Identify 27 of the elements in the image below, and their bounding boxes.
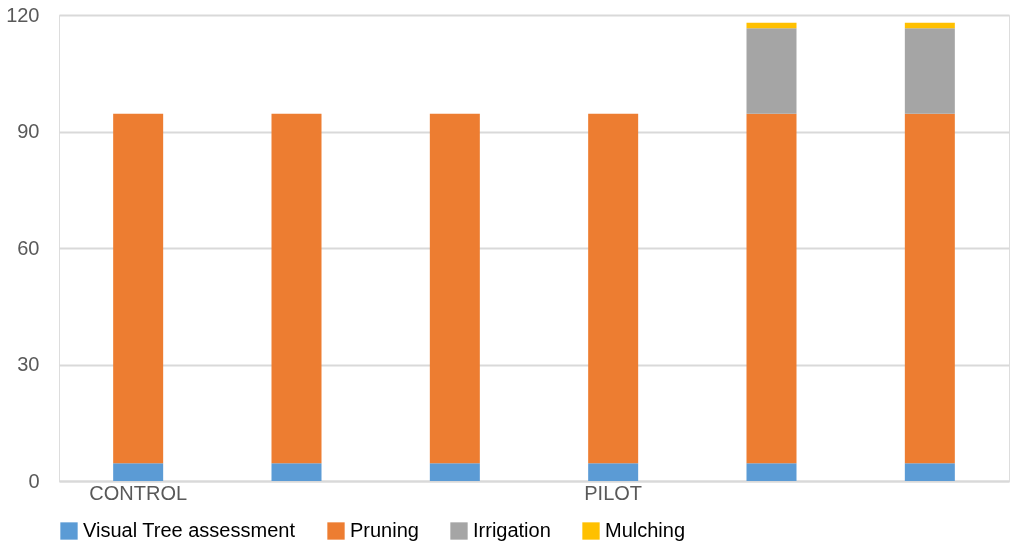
bar [746,22,797,29]
legend-label: Pruning [350,519,419,541]
y-tick-label: 0 [28,469,40,492]
bar [746,463,797,481]
legend-label: Irrigation [473,519,551,541]
y-tick-label: 30 [17,353,40,375]
legend-label: Visual Tree assessment [83,519,296,541]
y-tick-label: 120 [6,3,40,26]
bar [746,113,797,464]
y-tick-label: 60 [17,236,40,259]
bar [113,463,164,481]
bar [588,463,639,481]
bar [429,463,480,481]
bar [904,28,955,114]
bar [271,463,322,481]
bar [588,113,639,464]
bar [904,463,955,481]
bar [746,28,797,114]
bar [271,113,322,464]
bar [904,22,955,29]
y-tick-label: 90 [17,120,40,142]
x-tick-label: PILOT [584,481,643,504]
x-tick-label: CONTROL [89,481,188,504]
bar [904,113,955,464]
legend-label: Mulching [605,519,686,541]
bar [113,113,164,464]
bar [429,113,480,464]
